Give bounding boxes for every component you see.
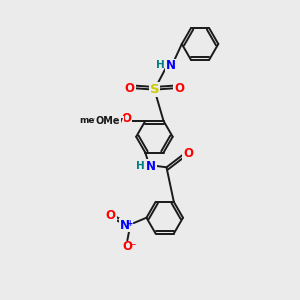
Text: N: N	[146, 160, 156, 173]
Text: OMe: OMe	[96, 116, 120, 126]
Text: methoxy: methoxy	[80, 116, 124, 125]
Text: +: +	[127, 218, 133, 227]
Text: ⁻: ⁻	[130, 242, 135, 252]
Text: H: H	[136, 161, 145, 171]
Text: O: O	[122, 240, 132, 254]
Text: N: N	[166, 59, 176, 72]
Text: methoxy: methoxy	[106, 120, 112, 121]
Text: N: N	[120, 219, 130, 232]
Text: O: O	[174, 82, 184, 95]
Text: H: H	[156, 60, 164, 70]
Text: O: O	[106, 209, 116, 222]
Text: O: O	[121, 112, 131, 125]
Text: O: O	[183, 147, 193, 160]
Text: O: O	[125, 82, 135, 95]
Text: S: S	[150, 83, 159, 96]
